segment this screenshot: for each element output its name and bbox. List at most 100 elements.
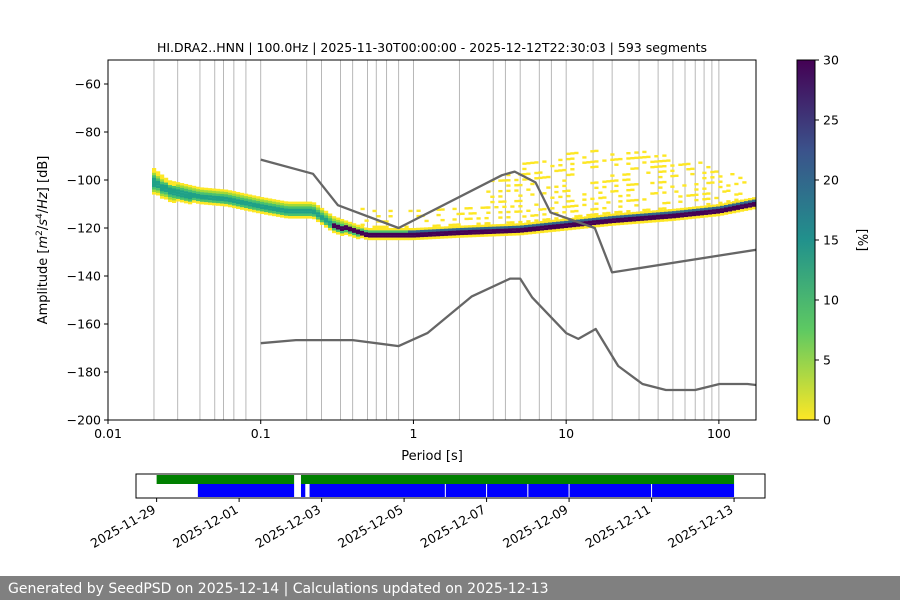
heatmap-cell	[308, 201, 313, 205]
heatmap-cell	[614, 179, 619, 182]
heatmap-cell	[392, 228, 397, 231]
heatmap-cell	[608, 216, 613, 219]
timeline-tick-label: 2025-12-09	[500, 502, 570, 551]
heatmap-cell	[256, 208, 261, 211]
heatmap-cell	[360, 233, 365, 236]
heatmap-cell	[694, 193, 699, 197]
heatmap-cell	[570, 210, 575, 213]
heatmap-cell	[502, 205, 507, 209]
heatmap-cell	[300, 204, 305, 207]
heatmap-cell	[716, 211, 721, 214]
heatmap-cell	[308, 211, 313, 214]
heatmap-cell	[176, 186, 181, 190]
heatmap-cell	[692, 206, 697, 210]
heatmap-cell	[220, 193, 225, 197]
heatmap-cell	[388, 232, 393, 236]
heatmap-cell	[400, 235, 405, 238]
heatmap-cell	[264, 197, 269, 201]
heatmap-cell	[336, 227, 341, 230]
heatmap-cell	[468, 227, 473, 231]
heatmap-cell	[468, 207, 473, 210]
heatmap-cell	[566, 189, 571, 192]
heatmap-cell	[568, 225, 573, 228]
heatmap-cell	[184, 200, 189, 204]
heatmap-cell	[556, 219, 561, 222]
heatmap-cell	[662, 164, 667, 168]
heatmap-cell	[726, 200, 731, 203]
heatmap-cell	[642, 198, 647, 201]
heatmap-cell	[736, 209, 741, 213]
heatmap-cell	[642, 156, 647, 159]
heatmap-cell	[500, 231, 505, 234]
heatmap-cell	[558, 195, 563, 199]
heatmap-cell	[592, 215, 597, 219]
heatmap-cell	[380, 228, 385, 231]
heatmap-cell	[524, 232, 529, 235]
heatmap-cell	[594, 186, 599, 190]
heatmap-cell	[552, 219, 557, 223]
heatmap-cell	[392, 230, 397, 233]
heatmap-cell	[228, 202, 233, 205]
heatmap-cell	[192, 190, 197, 194]
heatmap-cell	[484, 231, 489, 235]
heatmap-cell	[464, 234, 469, 238]
heatmap-cell	[444, 228, 449, 232]
heatmap-cell	[662, 180, 667, 184]
heatmap-cell	[564, 218, 569, 222]
heatmap-cell	[590, 150, 595, 153]
heatmap-cell	[240, 207, 245, 210]
heatmap-cell	[440, 226, 445, 230]
heatmap-cell	[514, 184, 519, 187]
heatmap-cell	[152, 182, 157, 186]
heatmap-cell	[216, 198, 221, 202]
heatmap-cell	[670, 164, 675, 167]
heatmap-cell	[280, 210, 285, 213]
heatmap-cell	[260, 209, 265, 212]
heatmap-cell	[704, 214, 709, 218]
heatmap-cell	[160, 181, 165, 185]
heatmap-cell	[682, 163, 687, 166]
heatmap-cell	[618, 210, 623, 214]
heatmap-cell	[694, 188, 699, 191]
heatmap-cell	[292, 213, 297, 217]
heatmap-cell	[256, 196, 261, 199]
heatmap-cell	[566, 157, 571, 161]
heatmap-cell	[204, 192, 209, 196]
heatmap-cell	[172, 193, 177, 196]
heatmap-cell	[620, 215, 625, 218]
heatmap-cell	[456, 230, 461, 234]
heatmap-cell	[716, 208, 721, 212]
heatmap-cell	[540, 228, 545, 231]
heatmap-cell	[708, 212, 713, 215]
heatmap-cell	[432, 224, 437, 228]
heatmap-cell	[404, 225, 409, 228]
heatmap-cell	[392, 232, 397, 236]
heatmap-cell	[216, 200, 221, 204]
heatmap-cell	[526, 162, 531, 165]
heatmap-cell	[396, 228, 401, 231]
heatmap-cell	[192, 200, 197, 203]
heatmap-cell	[152, 168, 157, 171]
x-tick-label: 10	[558, 426, 574, 441]
heatmap-cell	[168, 185, 173, 188]
heatmap-cell	[602, 185, 607, 189]
heatmap-cell	[632, 216, 637, 220]
heatmap-cell	[172, 190, 177, 194]
heatmap-cell	[536, 226, 541, 229]
y-tick-label: −200	[67, 413, 101, 428]
heatmap-cell	[596, 222, 601, 225]
noise-model-curves	[260, 158, 756, 392]
heatmap-cell	[288, 204, 293, 207]
heatmap-cell	[376, 235, 381, 238]
x-axis: 0.01 0.1 1 10 100	[94, 420, 731, 441]
heatmap-cell	[460, 212, 465, 215]
heatmap-cell	[612, 213, 617, 217]
heatmap-cell	[696, 210, 701, 214]
heatmap-cell	[630, 156, 635, 160]
heatmap-cell	[618, 157, 623, 161]
heatmap-cell	[628, 214, 633, 218]
heatmap-cell	[192, 188, 197, 191]
heatmap-cell	[204, 197, 209, 200]
heatmap-cell	[680, 212, 685, 216]
colorbar-tick-label: 5	[823, 353, 831, 368]
